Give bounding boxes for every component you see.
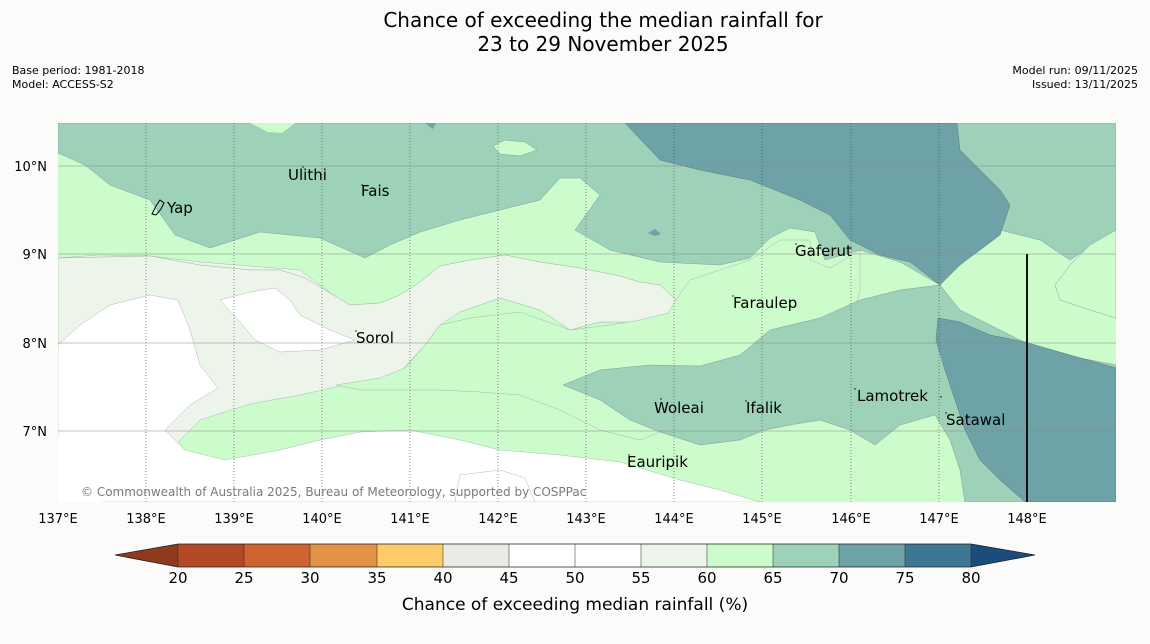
- colorbar-label: Chance of exceeding median rainfall (%): [402, 595, 748, 615]
- colorbar-above-80: [971, 544, 1035, 567]
- title-line-2: 23 to 29 November 2025: [477, 32, 729, 56]
- place-gaferut: Gaferut: [795, 242, 852, 260]
- place-ulithi: Ulithi: [288, 166, 327, 184]
- colorbar-tick: 45: [499, 569, 518, 587]
- colorbar-segment: [443, 544, 509, 567]
- place-ifalik: Ifalik: [746, 399, 782, 417]
- place-faraulep: Faraulep: [733, 294, 797, 312]
- lon-tick: 145°E: [742, 512, 782, 527]
- colorbar-segment: [707, 544, 773, 567]
- lon-tick: 146°E: [831, 512, 871, 527]
- zone-60-65-top: [250, 123, 295, 133]
- zone-60-65-small: [492, 139, 538, 157]
- colorbar-segment: [905, 544, 971, 567]
- meta-right: Model run: 09/11/2025 Issued: 13/11/2025: [1012, 64, 1138, 92]
- colorbar: 20 25 30 35 40 45 50 55 60 65 70 75 80 C…: [114, 543, 1036, 615]
- lat-tick: 8°N: [23, 337, 48, 352]
- zone-70-75-northeast: [624, 123, 1011, 286]
- longitude-labels: 137°E 138°E 139°E 140°E 141°E 142°E 143°…: [38, 512, 1047, 527]
- lon-tick: 137°E: [38, 512, 78, 527]
- colorbar-segment: [509, 544, 575, 567]
- colorbar-tick: 35: [367, 569, 386, 587]
- title-line-1: Chance of exceeding the median rainfall …: [383, 8, 823, 32]
- colorbar-tick: 60: [697, 569, 716, 587]
- copyright-notice: © Commonwealth of Australia 2025, Bureau…: [81, 485, 586, 499]
- lat-tick: 7°N: [23, 425, 48, 440]
- lon-tick: 138°E: [126, 512, 166, 527]
- place-sorol: Sorol: [356, 329, 394, 347]
- colorbar-ticks: 20 25 30 35 40 45 50 55 60 65 70 75 80: [168, 569, 980, 587]
- zone-60-65-east: [1054, 229, 1116, 319]
- place-satawal: Satawal: [946, 411, 1005, 429]
- place-woleai: Woleai: [654, 399, 704, 417]
- colorbar-segment: [575, 544, 641, 567]
- place-yap: Yap: [166, 199, 193, 217]
- colorbar-tick: 25: [234, 569, 253, 587]
- colorbar-segment: [641, 544, 707, 567]
- latitude-gridlines: [58, 165, 1116, 432]
- lon-tick: 142°E: [478, 512, 518, 527]
- zone-45-55-southwest: [58, 294, 761, 502]
- latitude-labels: 10°N 9°N 8°N 7°N: [14, 160, 47, 440]
- map-title: Chance of exceeding the median rainfall …: [0, 8, 1150, 56]
- base-period: Base period: 1981-2018: [12, 64, 145, 77]
- zone-70-75-speck: [648, 229, 661, 236]
- colorbar-segment: [839, 544, 905, 567]
- lat-tick: 9°N: [23, 248, 48, 263]
- model-name: Model: ACCESS-S2: [12, 78, 114, 91]
- lon-tick: 144°E: [654, 512, 694, 527]
- colorbar-below-20: [115, 544, 178, 567]
- meta-left: Base period: 1981-2018 Model: ACCESS-S2: [12, 64, 144, 92]
- colorbar-segment: [377, 544, 443, 567]
- place-fais: Fais: [361, 182, 390, 200]
- lat-tick: 10°N: [14, 160, 47, 175]
- lon-tick: 140°E: [302, 512, 342, 527]
- colorbar-dividers: [177, 544, 972, 567]
- lon-tick: 141°E: [390, 512, 430, 527]
- issued-date: Issued: 13/11/2025: [1031, 78, 1138, 91]
- colorbar-segment: [310, 544, 377, 567]
- colorbar-tick: 65: [763, 569, 782, 587]
- place-eauripik: Eauripik: [627, 453, 688, 471]
- colorbar-segment: [178, 544, 244, 567]
- zone-45-55-corner: [58, 437, 102, 502]
- atoll-markers: [302, 166, 947, 456]
- colorbar-tick: 75: [895, 569, 914, 587]
- place-labels: Yap Ulithi Fais Sorol Gaferut Faraulep W…: [166, 166, 1005, 471]
- zone-45-55-south: [454, 469, 536, 502]
- place-lamotrek: Lamotrek: [857, 387, 928, 405]
- lon-tick: 139°E: [214, 512, 254, 527]
- colorbar-tick: 55: [631, 569, 650, 587]
- colorbar-tick: 20: [168, 569, 187, 587]
- zone-70-75-top: [425, 123, 436, 129]
- map-panel: Yap Ulithi Fais Sorol Gaferut Faraulep W…: [58, 123, 1116, 502]
- yap-island-shape: [151, 199, 165, 216]
- longitude-gridlines: [145, 123, 940, 502]
- colorbar-tick: 50: [565, 569, 584, 587]
- colorbar-segment: [244, 544, 310, 567]
- lon-tick: 148°E: [1007, 512, 1047, 527]
- colorbar-segment: [773, 544, 839, 567]
- colorbar-tick: 80: [961, 569, 980, 587]
- colorbar-tick: 70: [829, 569, 848, 587]
- zone-45-55-island: [219, 287, 356, 353]
- colorbar-tick: 30: [300, 569, 319, 587]
- model-run: Model run: 09/11/2025: [1012, 64, 1138, 77]
- colorbar-tick: 40: [433, 569, 452, 587]
- lon-tick: 143°E: [566, 512, 606, 527]
- lon-tick: 147°E: [919, 512, 959, 527]
